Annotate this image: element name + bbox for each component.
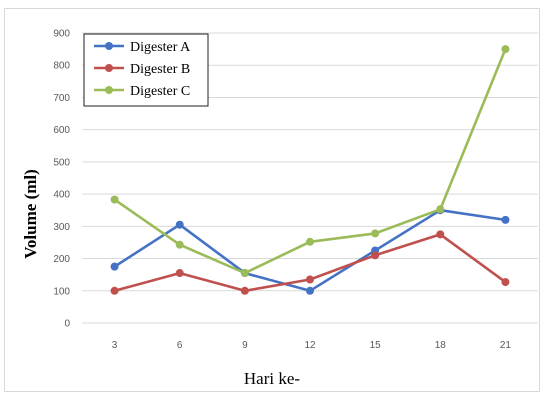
legend-label-digester-c: Digester C: [130, 84, 190, 99]
x-axis-title: Hari ke-: [244, 369, 301, 388]
y-tick-label: 0: [64, 319, 70, 330]
y-axis-title: Volume (ml): [21, 169, 40, 259]
y-tick-label: 900: [53, 29, 70, 40]
data-point-digester-c: [306, 237, 314, 246]
data-point-digester-a: [501, 215, 510, 224]
x-tick-label: 21: [500, 340, 512, 351]
y-tick-label: 300: [53, 222, 70, 233]
data-point-digester-a: [175, 220, 184, 229]
series-digester-b: [110, 230, 510, 295]
x-tick-label: 9: [242, 340, 248, 351]
data-point-digester-b: [175, 269, 184, 278]
legend-marker-digester-a: [105, 42, 113, 50]
x-tick-label: 12: [304, 340, 316, 351]
y-axis-ticks: 0 100 200 300 400 500 600 700 800 900: [53, 29, 70, 330]
x-axis-ticks: 3 6 9 12 15 18 21: [112, 340, 512, 351]
y-tick-label: 400: [53, 190, 70, 201]
x-tick-label: 6: [177, 340, 183, 351]
legend-item-digester-b: Digester B: [94, 62, 190, 77]
legend-item-digester-c: Digester C: [94, 84, 190, 99]
y-tick-label: 100: [53, 286, 70, 297]
y-tick-label: 700: [53, 93, 70, 104]
data-point-digester-b: [110, 286, 119, 295]
data-point-digester-b: [501, 278, 510, 287]
data-point-digester-a: [306, 286, 314, 295]
x-tick-label: 15: [370, 340, 382, 351]
x-tick-label: 3: [112, 340, 118, 351]
y-tick-label: 200: [53, 254, 70, 265]
y-tick-label: 600: [53, 125, 70, 136]
legend-marker-digester-b: [105, 64, 113, 72]
data-point-digester-c: [436, 205, 445, 214]
y-tick-label: 500: [53, 157, 70, 168]
data-point-digester-c: [110, 195, 119, 204]
legend-label-digester-a: Digester A: [130, 40, 191, 55]
legend: Digester A Digester B Digester C: [83, 33, 209, 107]
data-point-digester-a: [110, 262, 119, 271]
series-group: [110, 45, 510, 295]
y-tick-label: 800: [53, 61, 70, 72]
legend-label-digester-b: Digester B: [130, 62, 190, 77]
data-point-digester-c: [501, 45, 510, 54]
series-digester-c: [110, 45, 510, 278]
data-point-digester-c: [240, 269, 249, 278]
data-point-digester-b: [240, 286, 249, 295]
data-point-digester-b: [436, 230, 445, 239]
legend-item-digester-a: Digester A: [94, 40, 191, 55]
data-point-digester-b: [306, 275, 314, 284]
data-point-digester-c: [371, 229, 380, 238]
x-tick-label: 18: [435, 340, 447, 351]
data-point-digester-b: [371, 251, 380, 260]
data-point-digester-c: [175, 240, 184, 249]
legend-marker-digester-c: [105, 86, 113, 94]
